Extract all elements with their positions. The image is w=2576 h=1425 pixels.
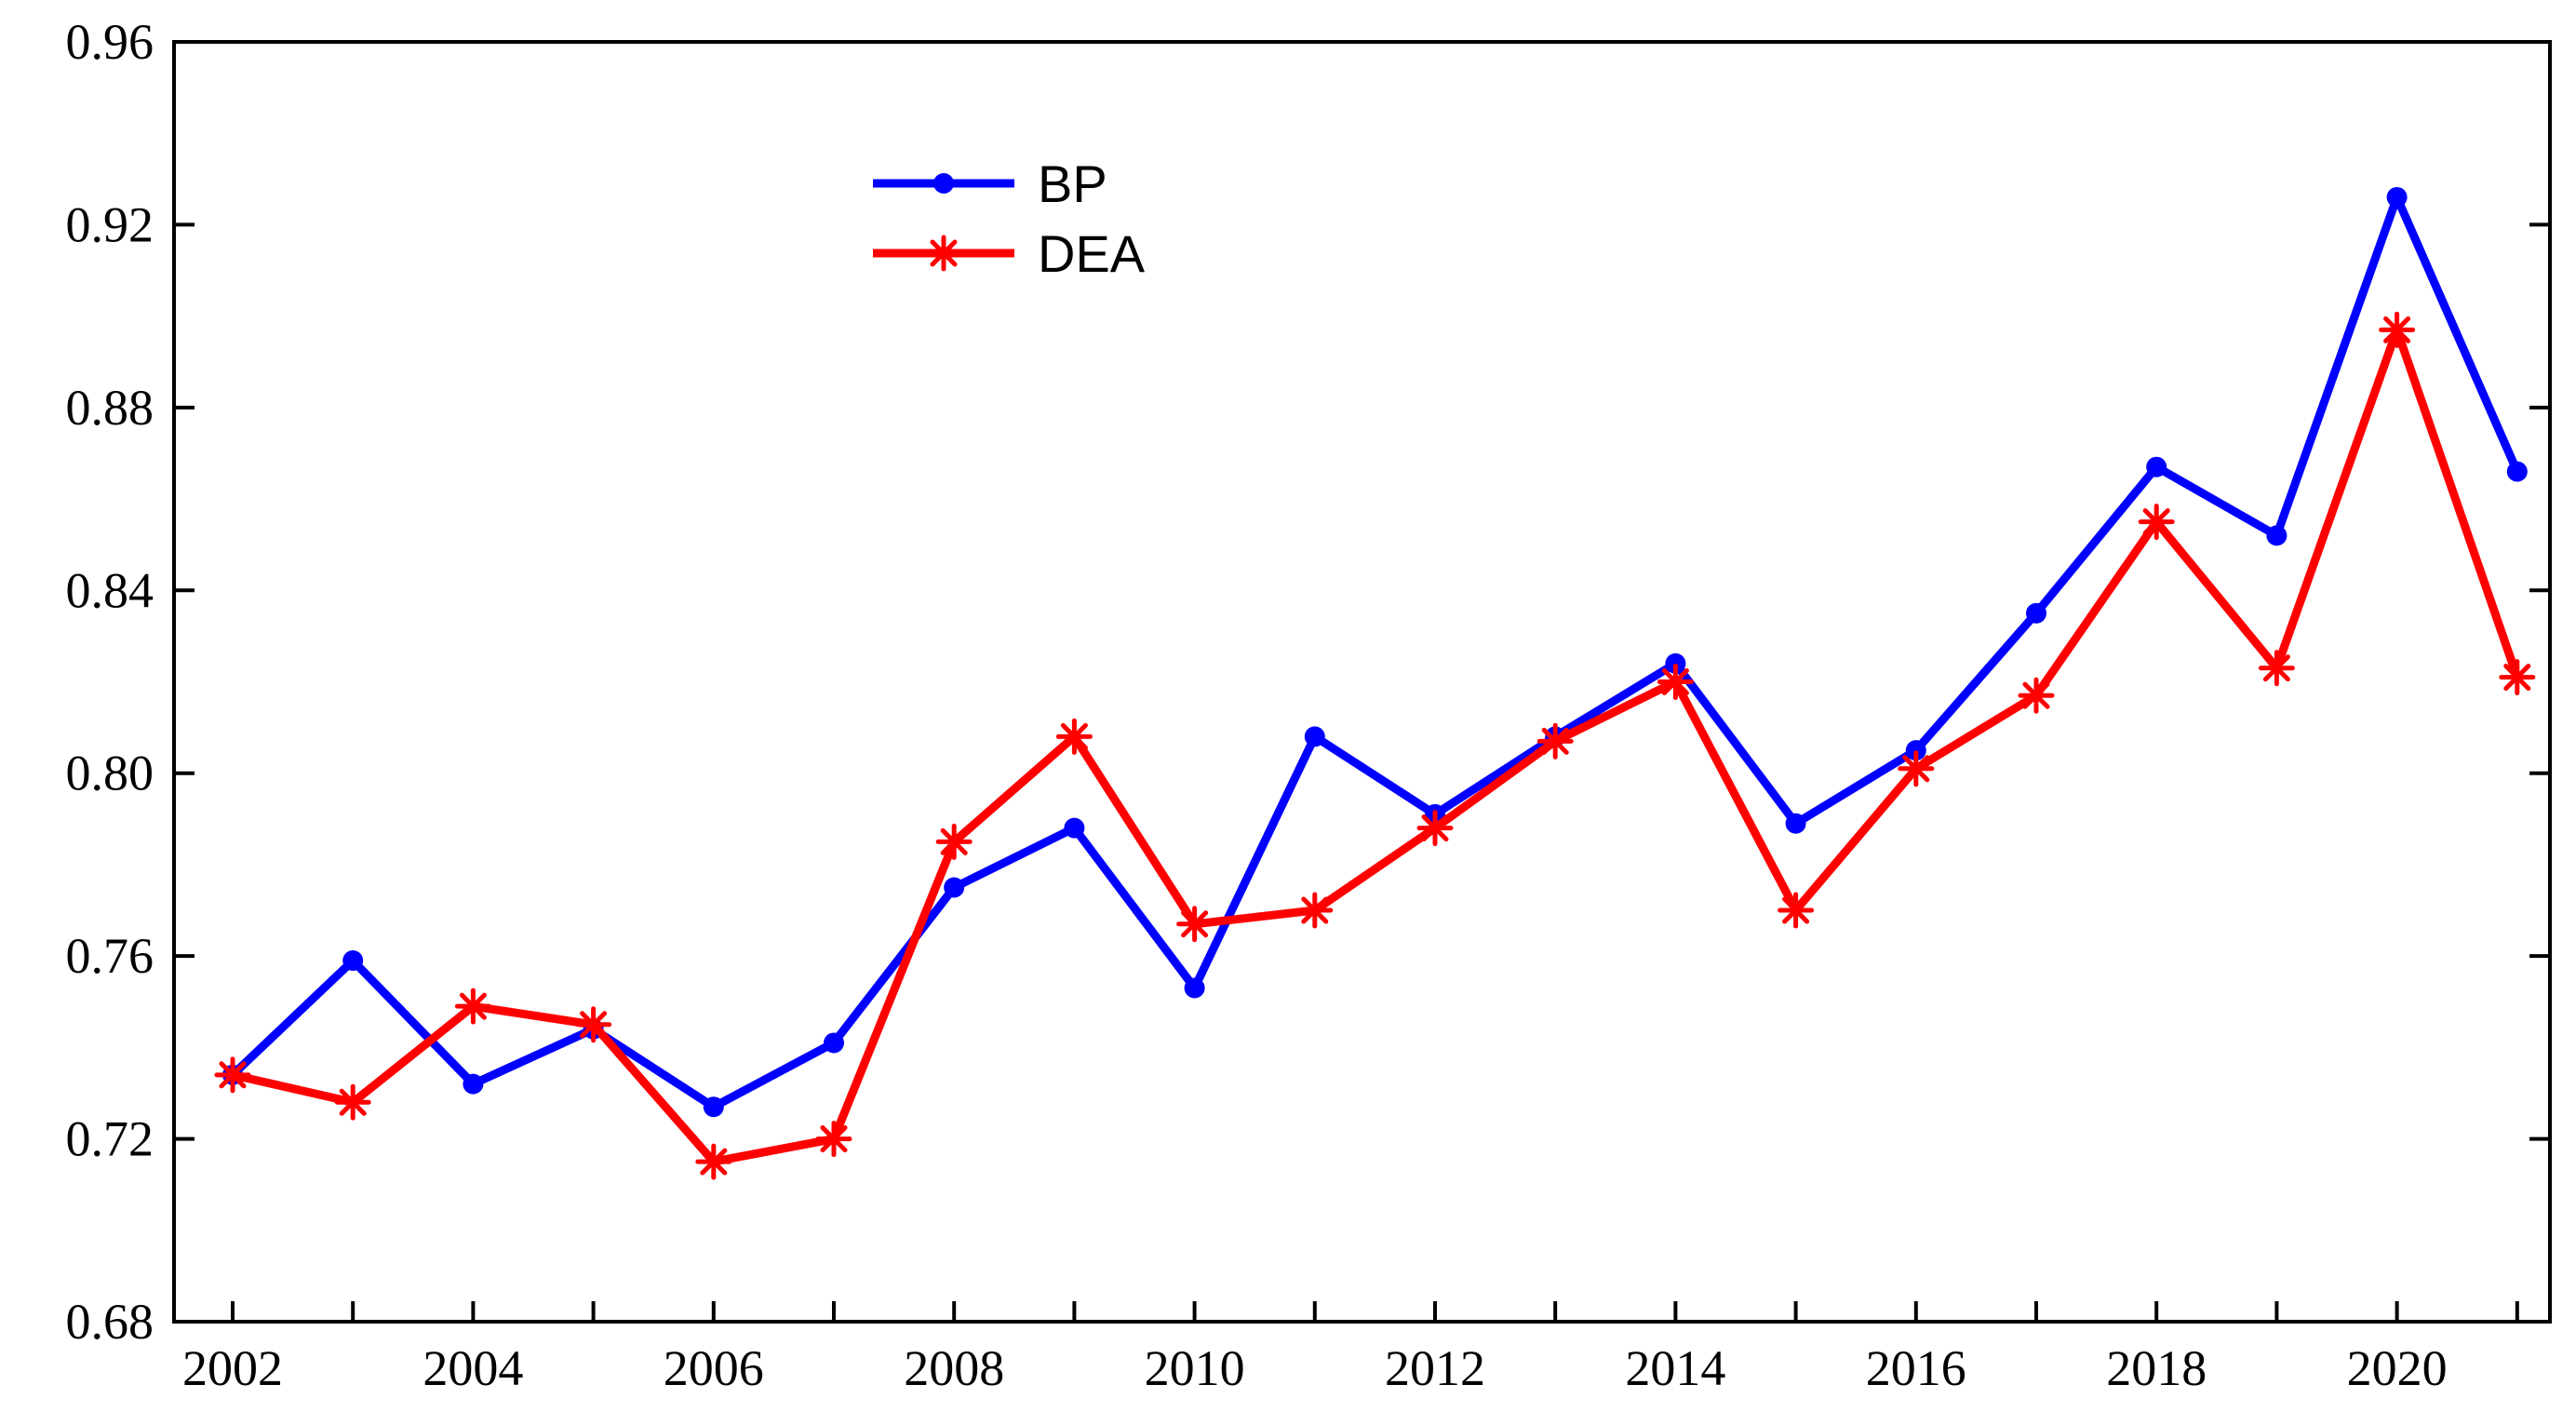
data-point-bp-2007 [824, 1032, 844, 1054]
x-tick-label: 2004 [423, 1340, 523, 1396]
data-point-dea-2005 [575, 1006, 612, 1043]
data-point-dea-2013 [1536, 722, 1574, 760]
data-point-bp-2019 [2266, 525, 2288, 546]
x-tick-label: 2002 [182, 1340, 283, 1396]
y-tick-label: 0.88 [66, 380, 154, 436]
data-point-dea-2015 [1778, 892, 1815, 929]
x-axis: 2002 2004 2006 2008 2010 2012 2014 2016 2018 2020 [182, 1301, 2519, 1396]
data-point-dea-2020 [2379, 311, 2416, 348]
x-tick-label: 2006 [664, 1340, 764, 1396]
plot-border [172, 40, 2552, 1324]
data-point-bp-2014 [1665, 652, 1686, 674]
data-point-dea-2019 [2258, 650, 2295, 687]
series-line-dea [228, 325, 2522, 1166]
legend-item-bp: BP [873, 155, 1107, 213]
data-point-dea-2016 [1898, 750, 1935, 787]
x-tick-label: 2014 [1625, 1340, 1725, 1396]
data-point-dea-2012 [1416, 810, 1454, 847]
series-dea [214, 311, 2536, 1180]
data-point-dea-2008 [935, 823, 973, 860]
data-point-dea-2007 [815, 1121, 852, 1158]
legend-item-dea: DEA [873, 224, 1146, 283]
data-point-bp-2009 [1064, 817, 1085, 839]
data-point-bp-2006 [703, 1096, 724, 1118]
series-bp [222, 186, 2528, 1118]
data-point-bp-2004 [463, 1073, 484, 1095]
data-point-bp-2010 [1184, 977, 1205, 999]
legend-marker-icon [925, 235, 962, 272]
data-point-dea-2011 [1296, 892, 1334, 929]
data-point-dea-2003 [334, 1083, 371, 1121]
data-point-bp-2016 [1905, 740, 1926, 761]
data-point-dea-2010 [1176, 906, 1214, 943]
y-axis: 0.68 0.72 0.76 0.80 0.84 0.88 0.92 0.96 [66, 14, 2550, 1350]
data-point-bp-2003 [342, 950, 364, 972]
series-line-bp [228, 193, 2522, 1111]
data-point-bp-2008 [944, 877, 965, 898]
data-point-dea-2017 [2018, 677, 2055, 714]
legend-label: BP [1038, 155, 1107, 213]
y-tick-label: 0.96 [66, 14, 154, 70]
x-tick-label: 2016 [1866, 1340, 1966, 1396]
plot-frame [172, 40, 2552, 1324]
x-tick-label: 2020 [2347, 1340, 2448, 1396]
x-tick-label: 2010 [1145, 1340, 1245, 1396]
data-point-bp-2017 [2026, 602, 2046, 624]
legend: BP DEA [873, 155, 1146, 283]
data-point-dea-2018 [2138, 504, 2175, 541]
series-layer [214, 186, 2536, 1180]
data-point-dea-2014 [1657, 664, 1694, 700]
data-point-bp-2018 [2146, 456, 2167, 477]
data-point-dea-2004 [454, 988, 491, 1025]
data-point-bp-2020 [2386, 186, 2408, 208]
y-tick-label: 0.72 [66, 1111, 154, 1167]
y-tick-label: 0.76 [66, 928, 154, 984]
y-tick-label: 0.68 [66, 1294, 154, 1350]
legend-marker-icon [933, 173, 954, 194]
x-tick-label: 2008 [904, 1340, 1004, 1396]
y-tick-label: 0.84 [66, 562, 154, 618]
data-point-bp-2011 [1304, 726, 1325, 747]
data-point-dea-2009 [1055, 718, 1093, 755]
data-point-bp-2021 [2506, 461, 2528, 482]
data-point-dea-2021 [2499, 659, 2536, 696]
x-tick-label: 2018 [2106, 1340, 2207, 1396]
data-point-bp-2015 [1785, 813, 1806, 834]
data-point-dea-2002 [214, 1056, 251, 1094]
data-point-dea-2006 [695, 1143, 732, 1180]
legend-label: DEA [1038, 224, 1146, 283]
y-tick-label: 0.92 [66, 196, 154, 252]
x-tick-label: 2012 [1385, 1340, 1485, 1396]
y-tick-label: 0.80 [66, 746, 154, 801]
